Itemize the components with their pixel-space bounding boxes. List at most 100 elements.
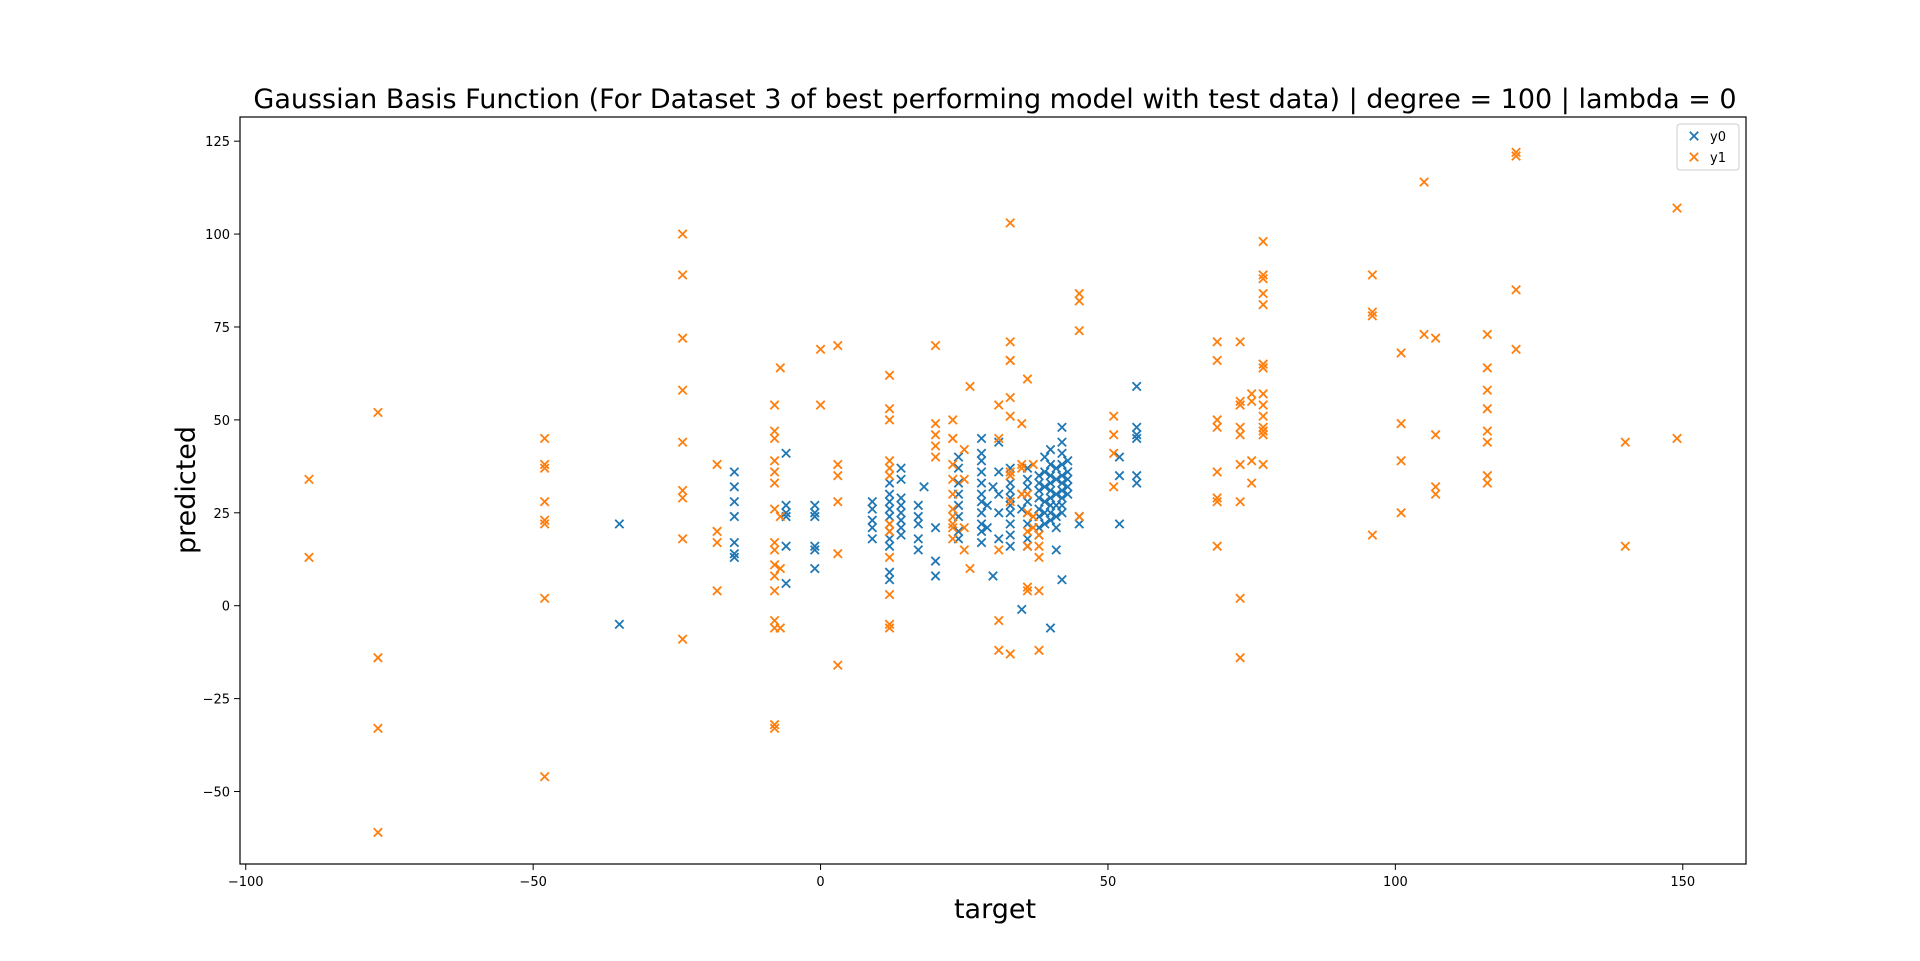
- data-point: [1022, 541, 1033, 552]
- data-point: [884, 470, 895, 481]
- data-point: [913, 545, 924, 555]
- data-point: [867, 522, 878, 533]
- data-point: [953, 478, 964, 488]
- data-point: [930, 340, 941, 351]
- data-point: [614, 519, 625, 529]
- data-point: [1039, 481, 1050, 492]
- data-point: [976, 526, 987, 537]
- data-point: [896, 493, 906, 503]
- data-point: [947, 489, 958, 500]
- data-point: [781, 578, 791, 589]
- data-point: [373, 407, 383, 418]
- data-point: [1005, 507, 1016, 518]
- data-point: [993, 645, 1004, 656]
- data-point: [1005, 541, 1016, 552]
- data-point: [1062, 467, 1073, 477]
- data-point: [884, 567, 895, 578]
- data-point: [993, 489, 1004, 500]
- data-point: [769, 615, 780, 626]
- data-point: [953, 500, 964, 511]
- data-point: [1034, 504, 1044, 514]
- data-point: [1212, 355, 1223, 366]
- data-point: [896, 522, 906, 533]
- data-point: [1074, 288, 1085, 299]
- data-point: [930, 441, 941, 451]
- data-point: [809, 500, 820, 511]
- data-point: [1367, 310, 1378, 321]
- data-point: [1114, 519, 1125, 529]
- data-point: [1108, 481, 1119, 492]
- data-point: [712, 537, 722, 548]
- y-tick-label: 75: [213, 321, 230, 336]
- data-point: [539, 496, 550, 507]
- data-point: [1258, 359, 1268, 369]
- data-point: [976, 448, 987, 459]
- data-point: [1016, 418, 1027, 429]
- data-point: [1482, 426, 1493, 436]
- data-point: [712, 526, 722, 537]
- data-point: [1258, 389, 1268, 399]
- data-point: [1022, 507, 1033, 518]
- data-point: [832, 660, 843, 671]
- data-point: [769, 467, 780, 477]
- chart-title: Gaussian Basis Function (For Dataset 3 o…: [253, 84, 1736, 115]
- data-point: [1005, 470, 1016, 481]
- data-point: [729, 496, 740, 507]
- data-point: [1034, 493, 1044, 503]
- data-point: [769, 433, 780, 444]
- y-axis-ticks: −50 −25 0 25 50 75 100 125: [203, 135, 240, 801]
- data-point: [781, 448, 791, 459]
- data-point: [809, 541, 820, 552]
- data-point: [913, 519, 924, 529]
- data-point: [1620, 541, 1631, 552]
- data-point: [769, 571, 780, 581]
- data-point: [896, 530, 906, 540]
- data-point: [1057, 448, 1067, 459]
- data-point: [677, 333, 688, 343]
- data-point: [1131, 422, 1142, 433]
- data-point: [1045, 515, 1056, 526]
- data-point: [896, 463, 906, 474]
- data-point: [1482, 478, 1493, 488]
- data-point: [1034, 586, 1044, 596]
- data-point: [1672, 433, 1682, 444]
- data-point: [1005, 485, 1016, 496]
- data-point: [976, 478, 987, 488]
- data-point: [1034, 485, 1044, 496]
- data-point: [867, 533, 878, 544]
- data-point: [1246, 389, 1257, 399]
- plot-area: −100 −50 0 50 100 150 −50 −25 0 25 50 75 100 125: [203, 116, 1747, 890]
- data-point: [1057, 485, 1067, 496]
- data-point: [769, 545, 780, 555]
- data-point: [769, 719, 780, 730]
- data-point: [815, 400, 826, 410]
- data-point: [947, 519, 958, 529]
- data-point: [373, 827, 383, 838]
- data-point: [993, 545, 1004, 555]
- data-point: [1419, 177, 1429, 187]
- data-point: [1482, 385, 1493, 395]
- data-point: [1246, 396, 1257, 407]
- data-point: [729, 552, 740, 563]
- data-point: [1108, 448, 1119, 459]
- data-point: [976, 455, 987, 466]
- data-point: [677, 634, 688, 644]
- data-point: [1051, 522, 1062, 533]
- data-point: [1212, 493, 1223, 503]
- data-point: [1045, 493, 1056, 503]
- data-point: [539, 519, 550, 529]
- data-point: [1005, 478, 1016, 488]
- data-point: [1367, 270, 1378, 280]
- data-point: [1114, 470, 1125, 481]
- data-point: [1062, 489, 1073, 500]
- data-point: [1045, 485, 1056, 496]
- data-point: [1430, 489, 1441, 500]
- data-point: [1005, 355, 1016, 366]
- data-point: [953, 452, 964, 462]
- data-point: [1005, 500, 1016, 511]
- data-point: [1246, 478, 1257, 488]
- data-point: [947, 522, 958, 533]
- data-point: [884, 511, 895, 522]
- data-point: [1022, 489, 1033, 500]
- data-point: [373, 652, 383, 663]
